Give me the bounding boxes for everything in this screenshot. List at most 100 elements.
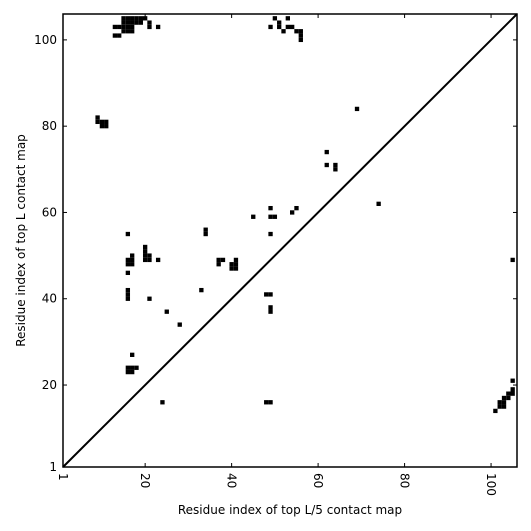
contact-cell-upper xyxy=(130,262,135,267)
contact-cell-upper xyxy=(268,292,273,297)
contact-cell-upper xyxy=(281,29,286,34)
contact-cell-lower xyxy=(493,408,498,414)
contact-cell-upper xyxy=(130,257,135,263)
x-tick-label: 100 xyxy=(484,473,498,496)
contact-cell-upper xyxy=(130,24,135,30)
contact-cell-lower xyxy=(506,391,511,396)
contact-cell-upper xyxy=(125,292,131,297)
contact-cell-lower xyxy=(501,404,507,409)
contact-cell-upper xyxy=(268,214,273,219)
contact-cell-upper xyxy=(268,305,273,310)
contact-cell-upper xyxy=(333,167,338,172)
contact-cell-upper xyxy=(264,292,269,297)
contact-cell-upper xyxy=(121,20,126,25)
contact-cell-upper xyxy=(216,257,221,263)
contact-cells xyxy=(95,16,515,414)
contact-cell-upper xyxy=(142,257,148,263)
y-tick-label: 1 xyxy=(49,460,57,474)
contact-cell-upper xyxy=(272,214,278,219)
contact-cell-upper xyxy=(199,287,204,293)
contact-cell-upper xyxy=(268,24,273,30)
x-tick-label: 60 xyxy=(311,473,325,488)
contact-cell-upper xyxy=(294,205,299,211)
contact-cell-upper xyxy=(117,24,122,30)
x-tick-label: 20 xyxy=(138,473,152,488)
contact-cell-lower xyxy=(510,257,515,263)
contact-cell-upper xyxy=(294,29,299,34)
contact-cell-upper xyxy=(298,29,303,34)
contact-cell-upper xyxy=(125,257,131,263)
contact-cell-upper xyxy=(147,296,152,301)
contact-cell-upper xyxy=(138,20,143,25)
contact-cell-upper xyxy=(134,365,139,370)
contact-cell-upper xyxy=(285,16,290,21)
contact-cell-upper xyxy=(333,162,338,168)
contact-cell-upper xyxy=(142,249,148,254)
contact-cell-upper xyxy=(354,106,360,112)
contact-cell-upper xyxy=(125,16,131,21)
contact-cell-upper xyxy=(130,369,135,375)
contact-cell-upper xyxy=(285,24,290,30)
contact-cell-upper xyxy=(125,20,131,25)
contact-cell-upper xyxy=(147,20,152,25)
contact-cell-upper xyxy=(125,369,131,375)
diagonal-line xyxy=(62,13,518,468)
contact-cell-upper xyxy=(104,124,109,129)
contact-cell-upper xyxy=(160,400,165,405)
contact-cell-upper xyxy=(130,29,135,34)
y-tick-label: 100 xyxy=(34,33,57,47)
y-tick-label: 60 xyxy=(42,205,57,219)
contact-cell-upper xyxy=(268,309,273,314)
contact-cell-upper xyxy=(290,24,295,30)
plot-frame xyxy=(62,13,518,468)
contact-cell-upper xyxy=(130,16,135,21)
contact-cell-lower xyxy=(501,400,507,405)
contact-cell-lower xyxy=(501,395,507,401)
contact-cell-upper xyxy=(130,365,135,370)
contact-cell-upper xyxy=(121,24,126,30)
contact-cell-upper xyxy=(142,253,148,258)
contact-cell-lower xyxy=(510,391,515,396)
contact-cell-lower xyxy=(497,404,502,409)
contact-cell-upper xyxy=(229,262,234,267)
contact-cell-upper xyxy=(203,227,208,232)
contact-cell-upper xyxy=(233,257,239,263)
contact-cell-upper xyxy=(298,37,303,43)
y-tick-label: 40 xyxy=(42,292,57,306)
contact-cell-lower xyxy=(510,378,515,383)
contact-cell-upper xyxy=(130,20,135,25)
contact-cell-upper xyxy=(125,262,131,267)
y-tick-label: 80 xyxy=(42,119,57,133)
contact-cell-upper xyxy=(277,24,282,30)
contact-cell-upper xyxy=(290,210,295,215)
contact-cell-upper xyxy=(125,365,131,370)
contact-cell-upper xyxy=(130,253,135,258)
y-tick-label: 20 xyxy=(42,378,57,392)
contact-cell-lower xyxy=(510,387,515,392)
x-axis-label: Residue index of top L/5 contact map xyxy=(178,503,402,517)
x-tick-label: 40 xyxy=(225,473,239,488)
contact-cell-upper xyxy=(142,244,148,250)
contact-cell-upper xyxy=(121,16,126,21)
x-tick-label: 80 xyxy=(398,473,412,488)
contact-cell-upper xyxy=(251,214,256,219)
contact-cell-upper xyxy=(164,309,169,314)
contact-cell-upper xyxy=(233,262,239,267)
contact-cell-upper xyxy=(117,33,122,38)
contact-cell-upper xyxy=(203,231,208,237)
contact-cell-upper xyxy=(130,352,135,357)
contact-cell-upper xyxy=(125,287,131,293)
contact-cell-upper xyxy=(324,149,329,155)
contact-cell-upper xyxy=(142,16,148,21)
contact-cell-upper xyxy=(177,322,182,327)
contact-cell-upper xyxy=(99,124,105,129)
contact-cell-upper xyxy=(112,24,118,30)
contact-cell-upper xyxy=(138,16,143,21)
y-axis-ticks: 1 20 40 60 80 100 xyxy=(34,33,517,474)
contact-cell-upper xyxy=(112,33,118,38)
contact-cell-upper xyxy=(220,257,226,263)
contact-cell-upper xyxy=(324,162,329,168)
contact-cell-upper xyxy=(121,29,126,34)
contact-cell-upper xyxy=(264,400,269,405)
contact-cell-upper xyxy=(134,20,139,25)
